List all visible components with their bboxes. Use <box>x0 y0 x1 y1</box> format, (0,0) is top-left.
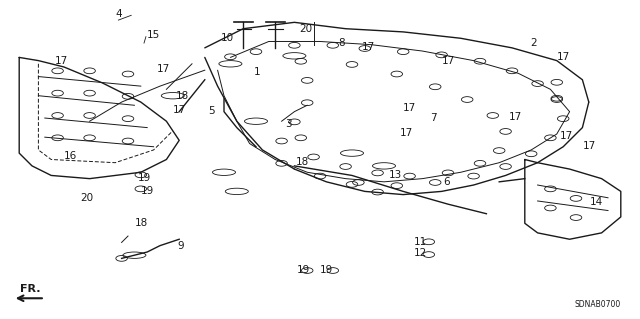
Text: 17: 17 <box>362 42 375 52</box>
Text: 12: 12 <box>414 248 428 258</box>
Text: 8: 8 <box>338 38 344 48</box>
Text: 7: 7 <box>430 113 436 123</box>
Text: 18: 18 <box>134 218 148 228</box>
Text: FR.: FR. <box>20 284 41 294</box>
Text: 9: 9 <box>177 241 184 251</box>
Text: 17: 17 <box>442 56 455 66</box>
Text: 11: 11 <box>414 237 428 247</box>
Text: 16: 16 <box>64 151 77 161</box>
Text: 17: 17 <box>54 56 68 66</box>
Text: 20: 20 <box>80 193 93 204</box>
Text: 3: 3 <box>285 119 291 129</box>
Text: 4: 4 <box>115 9 122 19</box>
Text: 17: 17 <box>582 141 596 151</box>
Text: SDNAB0700: SDNAB0700 <box>575 300 621 309</box>
Text: 14: 14 <box>590 197 604 207</box>
Text: 17: 17 <box>557 52 570 62</box>
Text: 17: 17 <box>403 103 417 114</box>
Text: 19: 19 <box>296 264 310 275</box>
Text: 18: 18 <box>296 157 309 167</box>
Text: 20: 20 <box>300 24 313 34</box>
Text: 5: 5 <box>208 106 214 116</box>
Text: 17: 17 <box>560 130 573 141</box>
Text: 6: 6 <box>443 177 449 188</box>
Text: 17: 17 <box>157 63 170 74</box>
Text: 15: 15 <box>147 30 161 40</box>
Text: 1: 1 <box>254 67 260 77</box>
Text: 10: 10 <box>221 33 234 43</box>
Text: 17: 17 <box>173 105 186 115</box>
Text: 17: 17 <box>400 128 413 138</box>
Text: 18: 18 <box>176 91 189 101</box>
Text: 19: 19 <box>138 173 151 183</box>
Text: 19: 19 <box>141 186 154 196</box>
Text: 17: 17 <box>509 112 522 122</box>
Text: 13: 13 <box>388 170 402 180</box>
Text: 19: 19 <box>320 264 333 275</box>
Text: 2: 2 <box>530 38 536 48</box>
